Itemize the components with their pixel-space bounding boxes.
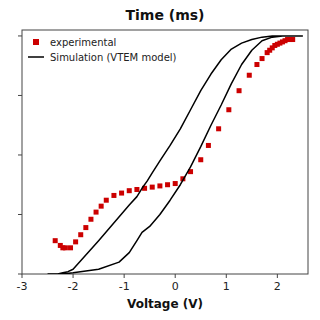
legend-label: Simulation (VTEM model)	[50, 52, 177, 63]
exp-point	[237, 88, 242, 93]
exp-point	[78, 232, 83, 237]
exp-point	[94, 210, 99, 215]
exp-point	[127, 188, 132, 193]
x-axis-label: Voltage (V)	[127, 297, 203, 311]
exp-point	[157, 183, 162, 188]
y-tick	[18, 214, 22, 215]
x-tick-label: 1	[223, 280, 230, 293]
exp-point	[99, 204, 104, 209]
legend-label: experimental	[50, 37, 116, 48]
y-tick	[18, 35, 22, 36]
exp-point	[83, 225, 88, 230]
legend-swatch	[33, 39, 39, 45]
exp-point	[150, 185, 155, 190]
legend: experimental Simulation (VTEM model)	[28, 37, 177, 63]
exp-point	[111, 193, 116, 198]
exp-point	[53, 238, 58, 243]
exp-point	[165, 182, 170, 187]
exp-point	[88, 217, 93, 222]
x-tick-label: 0	[172, 280, 179, 293]
x-tick-label: -3	[17, 280, 28, 293]
x-tick-label: -2	[68, 280, 79, 293]
title: Time (ms)	[125, 7, 204, 23]
exp-point	[226, 107, 231, 112]
sim-line	[48, 36, 303, 274]
x-tick	[22, 274, 23, 278]
exp-point	[247, 73, 252, 78]
y-tick	[18, 95, 22, 96]
exp-point	[198, 157, 203, 162]
exp-point	[104, 198, 109, 203]
exp-point	[173, 181, 178, 186]
x-tick-label: 2	[274, 280, 281, 293]
exp-point	[63, 245, 68, 250]
chart: -3 -2 -1 0 1 2 Time (ms) Voltage (V) experimenta…	[0, 0, 320, 320]
exp-point	[260, 56, 265, 61]
exp-point	[119, 191, 124, 196]
y-tick	[18, 274, 22, 275]
x-tick	[226, 274, 227, 278]
exp-point	[290, 37, 295, 42]
exp-point	[254, 62, 259, 67]
plot-area	[48, 36, 303, 274]
exp-point	[68, 245, 73, 250]
x-tick-label: -1	[119, 280, 130, 293]
exp-point	[73, 239, 78, 244]
x-tick	[73, 274, 74, 278]
x-tick	[277, 274, 278, 278]
legend-swatch	[28, 56, 44, 58]
exp-point	[206, 143, 211, 148]
y-tick	[18, 154, 22, 155]
plot-frame	[22, 30, 308, 274]
exp-point	[134, 187, 139, 192]
x-tick	[175, 274, 176, 278]
x-tick	[124, 274, 125, 278]
exp-point	[216, 126, 221, 131]
